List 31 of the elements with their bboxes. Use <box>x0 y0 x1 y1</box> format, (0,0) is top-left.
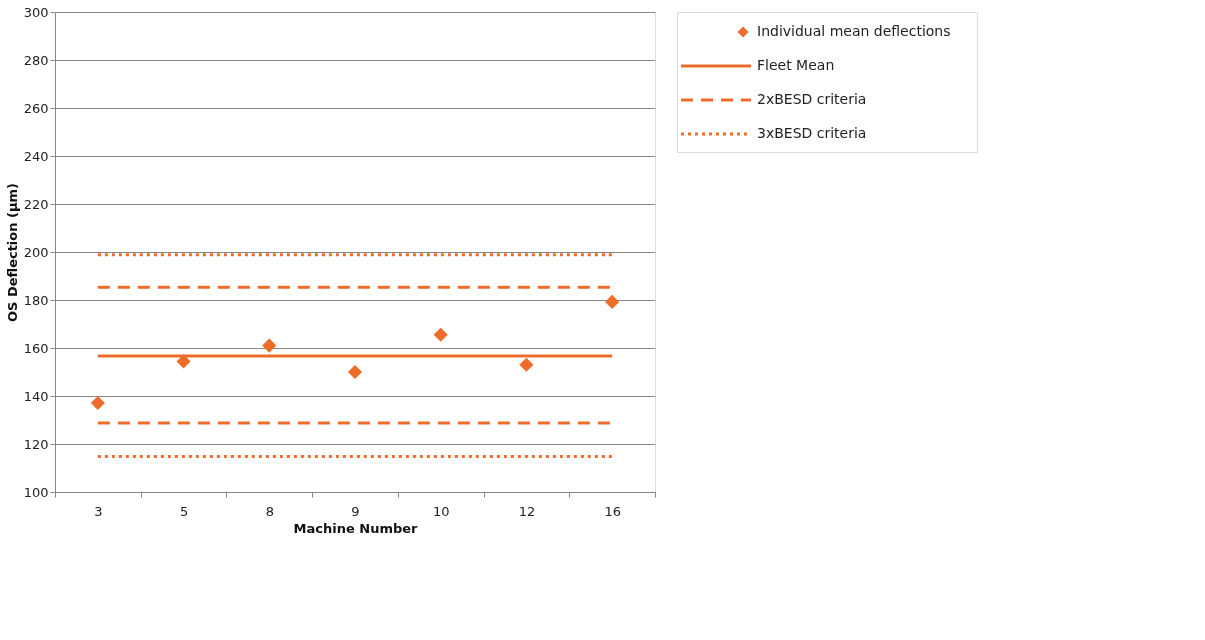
x-tick-label: 12 <box>518 503 536 519</box>
y-tick-label: 180 <box>23 292 49 308</box>
y-tick-label: 160 <box>23 340 49 356</box>
y-tick-label: 280 <box>23 52 49 68</box>
x-tick-label: 8 <box>265 503 274 519</box>
y-tick-label: 220 <box>23 196 49 212</box>
y-tick-label: 140 <box>23 388 49 404</box>
x-tick-label: 16 <box>604 503 621 519</box>
point <box>605 294 620 309</box>
point <box>90 395 105 411</box>
y-axis-title: OS Deflection (µm) <box>4 182 20 323</box>
point <box>347 364 363 380</box>
y-tick-label: 260 <box>23 100 49 116</box>
x-tick-label: 3 <box>94 503 103 519</box>
x-axis-title: Machine Number <box>293 520 419 536</box>
legend-label: 2xBESD criteria <box>757 91 867 107</box>
x-tick-label: 9 <box>351 503 360 519</box>
legend-label: Fleet Mean <box>757 57 835 73</box>
legend-label: 3xBESD criteria <box>757 125 867 141</box>
x-tick-label: 5 <box>179 503 189 519</box>
y-tick-label: 300 <box>23 4 49 20</box>
point <box>433 327 448 342</box>
point <box>262 338 277 353</box>
point <box>519 357 534 372</box>
x-tick-label: 10 <box>432 503 450 519</box>
y-tick-label: 240 <box>23 148 49 164</box>
y-tick-label: 120 <box>23 436 49 452</box>
y-tick-label: 200 <box>23 244 49 260</box>
y-tick-label: 100 <box>23 484 49 500</box>
legend-label: Individual mean deflections <box>757 23 951 39</box>
point <box>176 354 191 369</box>
